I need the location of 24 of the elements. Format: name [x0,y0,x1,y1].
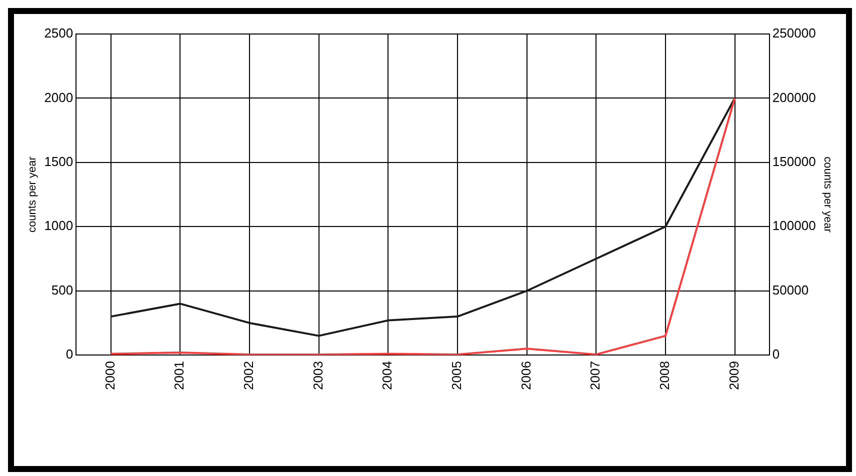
x-tick-label: 2006 [518,361,534,390]
y-tick-label: 500 [51,282,74,298]
x-tick-label: 2009 [726,361,742,390]
x-tick-label: 2001 [172,361,187,390]
y-tick-label: 2000 [44,90,74,105]
x-tick-label: 2008 [657,361,672,390]
x-tick-label: 2000 [102,361,118,390]
y-tick-label: 2500 [44,26,74,41]
y-axis-title: counts per year [26,156,39,232]
x-tick-label: 2002 [241,361,256,390]
y-tick-label: 1000 [44,218,74,234]
y2-tick-label: 0 [772,346,780,362]
x-tick-label: 2005 [449,361,464,390]
y2-tick-label: 50000 [772,282,809,298]
y2-tick-label: 100000 [772,218,816,234]
y-tick-label: 0 [66,346,74,362]
y-tick-label: 1500 [44,154,74,170]
y2-tick-label: 150000 [772,154,816,170]
y2-tick-label: 200000 [772,90,816,105]
x-tick-label: 2007 [588,361,603,390]
y2-tick-label: 250000 [772,26,816,41]
x-tick-label: 2004 [380,361,395,390]
y2-axis-title: counts per year [821,156,834,233]
x-tick-label: 2003 [310,361,326,390]
